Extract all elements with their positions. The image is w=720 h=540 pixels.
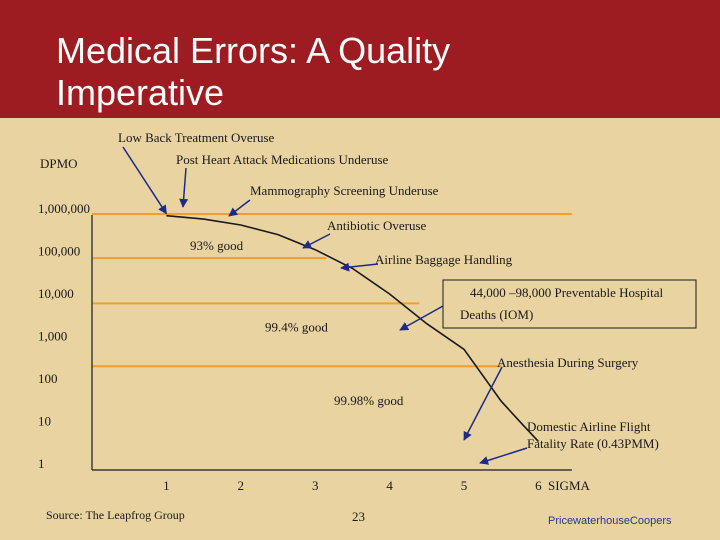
brand-logo-text: PricewaterhouseCoopers [548,515,672,527]
y-tick-label: 100 [38,371,58,386]
y-axis-label: DPMO [40,156,78,171]
y-tick-label: 1,000 [38,329,67,344]
x-tick-label: 4 [386,478,393,493]
annotation-label: Low Back Treatment Overuse [118,130,275,145]
page-number: 23 [352,509,365,524]
x-axis-label: SIGMA [548,478,591,493]
x-tick-label: 5 [461,478,468,493]
annotation-label: 44,000 –98,000 Preventable Hospital Death… [460,285,664,322]
annotation-label: Mammography Screening Underuse [250,183,439,198]
annotation-label: Anesthesia During Surgery [497,355,639,370]
title-banner [0,0,720,118]
annotation-arrow [122,146,168,215]
source-note: Source: The Leapfrog Group [46,508,185,522]
annotation-arrow [399,305,444,331]
annotation-arrow [463,366,503,441]
annotation-label: Post Heart Attack Medications Underuse [176,152,389,167]
annotation-arrow [179,167,189,208]
annotation-arrow [340,262,379,272]
y-tick-label: 1 [38,456,45,471]
x-tick-label: 2 [238,478,245,493]
slide-title: Medical Errors: A Quality Imperative [56,30,451,113]
y-tick-label: 1,000,000 [38,201,90,216]
annotation-arrow [228,199,251,217]
sigma-curve [166,214,539,442]
y-tick-label: 100,000 [38,244,80,259]
annotation-label: Airline Baggage Handling [375,252,513,267]
reference-line-label: 99.98% good [334,393,404,408]
y-tick-label: 10 [38,414,51,429]
y-tick-label: 10,000 [38,286,74,301]
annotation-arrow [302,233,331,249]
x-tick-label: 1 [163,478,170,493]
x-tick-label: 3 [312,478,319,493]
annotation-label: Antibiotic Overuse [327,218,427,233]
reference-line-label: 99.4% good [265,319,328,334]
x-tick-label: 6 [535,478,542,493]
reference-line-label: 93% good [190,238,244,253]
annotation-label: Domestic Airline Flight Fatality Rate (0.… [527,419,659,451]
annotation-arrow [479,447,528,465]
annotation-box [442,279,697,329]
